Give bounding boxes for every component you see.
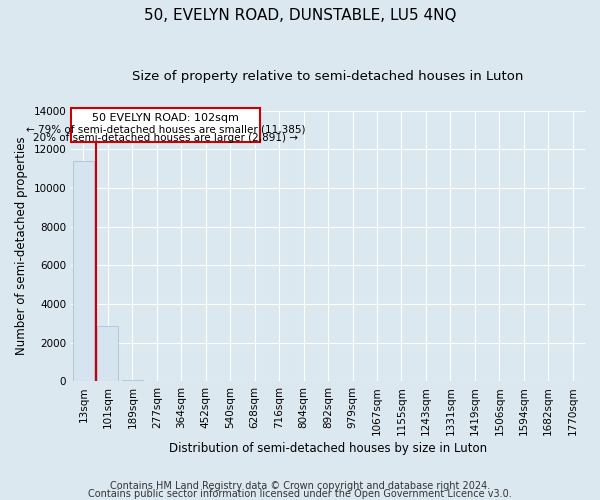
Bar [122, 380, 143, 382]
Text: Contains HM Land Registry data © Crown copyright and database right 2024.: Contains HM Land Registry data © Crown c… [110, 481, 490, 491]
Text: 50 EVELYN ROAD: 102sqm: 50 EVELYN ROAD: 102sqm [92, 113, 239, 123]
Text: Contains public sector information licensed under the Open Government Licence v3: Contains public sector information licen… [88, 489, 512, 499]
FancyBboxPatch shape [71, 108, 260, 142]
Title: Size of property relative to semi-detached houses in Luton: Size of property relative to semi-detach… [133, 70, 524, 83]
Text: 20% of semi-detached houses are larger (2,891) →: 20% of semi-detached houses are larger (… [33, 133, 298, 143]
X-axis label: Distribution of semi-detached houses by size in Luton: Distribution of semi-detached houses by … [169, 442, 487, 455]
Text: 50, EVELYN ROAD, DUNSTABLE, LU5 4NQ: 50, EVELYN ROAD, DUNSTABLE, LU5 4NQ [144, 8, 456, 22]
Bar [97, 326, 118, 382]
Text: ← 79% of semi-detached houses are smaller (11,385): ← 79% of semi-detached houses are smalle… [26, 124, 305, 134]
Bar [73, 161, 94, 382]
Y-axis label: Number of semi-detached properties: Number of semi-detached properties [15, 136, 28, 356]
